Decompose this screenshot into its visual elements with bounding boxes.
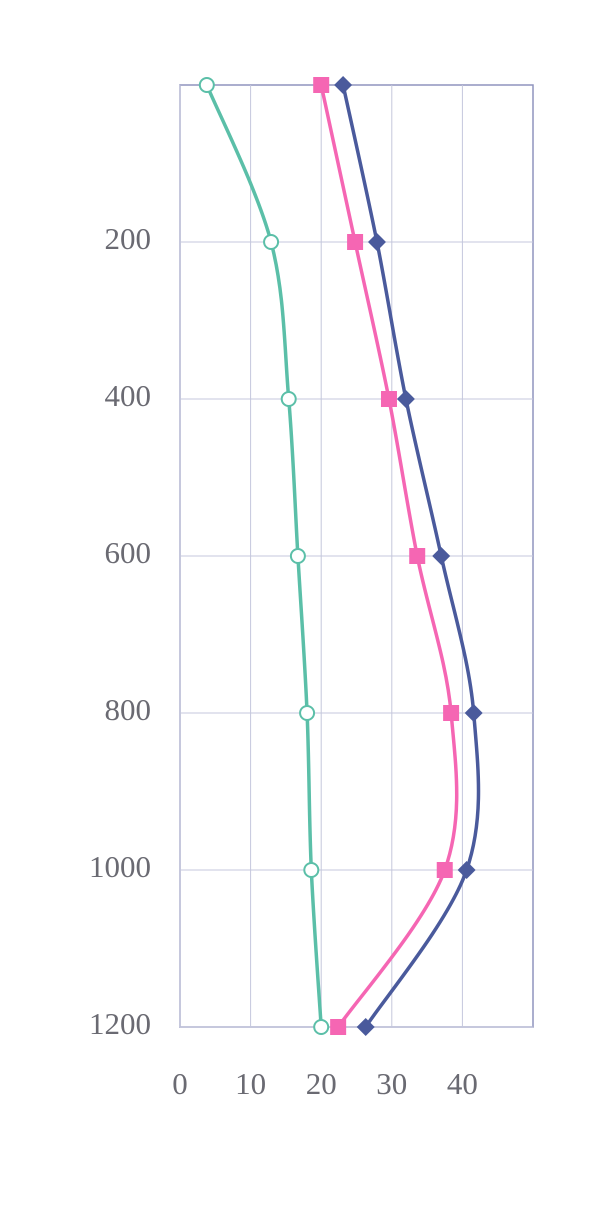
y-tick-label: 800	[105, 692, 152, 727]
point	[299, 705, 316, 721]
y-tick-label: 200	[105, 221, 152, 256]
y-tick-label: 1200	[89, 1006, 151, 1041]
point	[347, 234, 364, 250]
point	[367, 233, 386, 251]
point	[432, 547, 451, 565]
point	[313, 1019, 330, 1035]
y-tick-label: 1000	[89, 849, 151, 884]
point	[198, 77, 215, 93]
point	[356, 1018, 375, 1036]
point	[334, 76, 353, 94]
x-tick-label: 0	[172, 1066, 188, 1101]
point	[289, 548, 306, 564]
point	[280, 391, 297, 407]
point	[313, 77, 330, 93]
x-tick-label: 30	[376, 1066, 407, 1101]
point	[263, 234, 280, 250]
point	[330, 1019, 347, 1035]
y-tick-label: 600	[105, 535, 152, 570]
point	[303, 862, 320, 878]
point	[409, 548, 426, 564]
x-tick-label: 10	[235, 1066, 266, 1101]
point	[457, 861, 476, 879]
point	[443, 705, 460, 721]
point	[396, 390, 415, 408]
y-tick-label: 400	[105, 378, 152, 413]
x-tick-label: 20	[306, 1066, 337, 1101]
x-tick-label: 40	[447, 1066, 478, 1101]
point	[380, 391, 397, 407]
point	[436, 862, 453, 878]
point	[464, 704, 483, 722]
